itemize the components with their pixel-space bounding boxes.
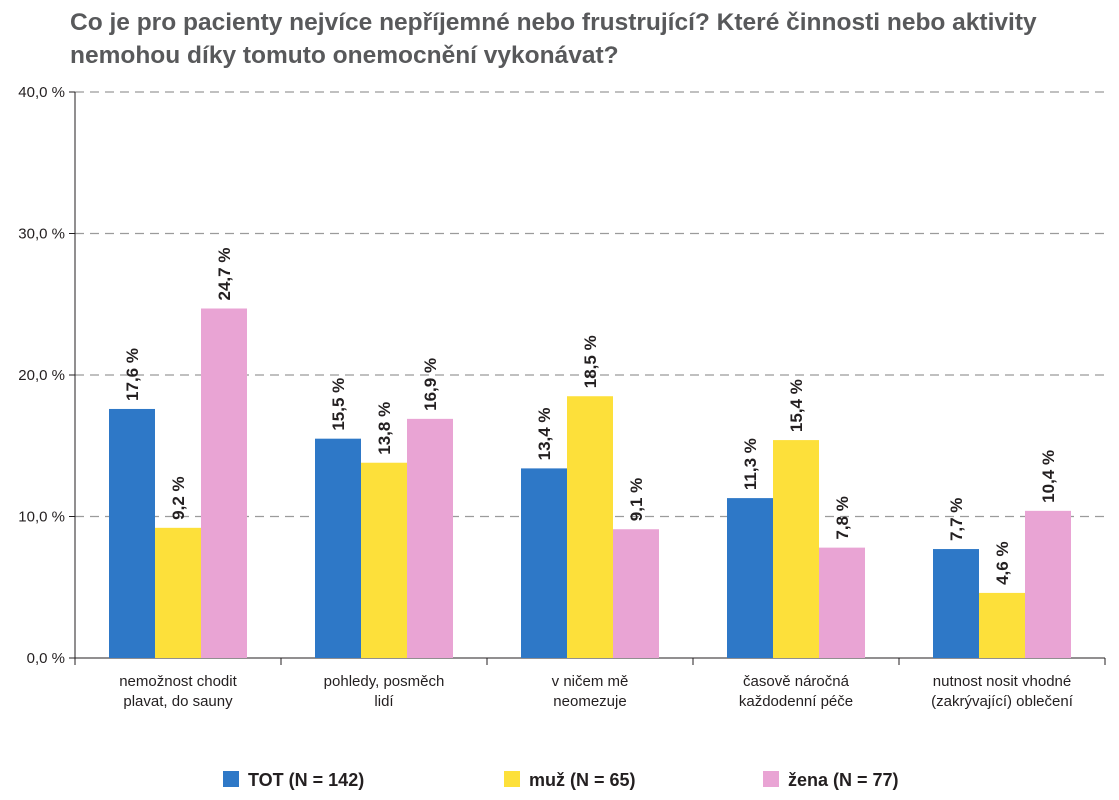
y-tick-label: 10,0 % — [18, 509, 65, 526]
y-tick-label: 40,0 % — [18, 84, 65, 101]
bar — [361, 462, 407, 658]
data-label: 10,4 % — [1039, 450, 1058, 503]
x-category-label: (zakrývající) oblečení — [931, 693, 1074, 710]
bar — [567, 396, 613, 658]
data-label: 16,9 % — [421, 358, 440, 411]
bar — [109, 408, 155, 658]
x-category-label: časově náročná — [743, 673, 850, 690]
legend-swatch — [504, 771, 520, 787]
bar — [933, 549, 979, 658]
y-tick-label: 20,0 % — [18, 367, 65, 384]
data-label: 18,5 % — [581, 335, 600, 388]
data-label: 13,8 % — [375, 402, 394, 455]
bar — [613, 529, 659, 658]
bar — [1025, 510, 1071, 658]
x-category-label: v ničem mě — [552, 673, 629, 690]
bar — [155, 527, 201, 658]
data-label: 15,5 % — [329, 378, 348, 431]
data-label: 11,3 % — [741, 438, 760, 490]
x-category-label: nutnost nosit vhodné — [933, 673, 1071, 690]
legend-label: žena (N = 77) — [788, 770, 899, 790]
legend-label: muž (N = 65) — [529, 770, 636, 790]
legend-label: TOT (N = 142) — [248, 770, 364, 790]
x-category-label: lidí — [374, 693, 394, 710]
bar — [979, 592, 1025, 658]
data-label: 7,7 % — [947, 498, 966, 541]
data-label: 17,6 % — [123, 348, 142, 401]
data-label: 7,8 % — [833, 496, 852, 539]
legend-swatch — [223, 771, 239, 787]
data-label: 15,4 % — [787, 379, 806, 432]
x-category-label: každodenní péče — [739, 693, 853, 710]
bar — [407, 418, 453, 658]
bar — [315, 438, 361, 658]
data-label: 13,4 % — [535, 407, 554, 460]
bar — [521, 468, 567, 658]
x-category-label: plavat, do sauny — [123, 693, 233, 710]
data-label: 9,1 % — [627, 478, 646, 521]
x-category-label: nemožnost chodit — [119, 673, 237, 690]
bar — [727, 498, 773, 658]
x-category-label: neomezuje — [553, 693, 626, 710]
chart-title: Co je pro pacienty nejvíce nepříjemné ne… — [70, 9, 1037, 69]
data-label: 9,2 % — [169, 476, 188, 519]
y-tick-label: 0,0 % — [27, 650, 65, 667]
legend-swatch — [763, 771, 779, 787]
data-label: 24,7 % — [215, 248, 234, 301]
y-tick-label: 30,0 % — [18, 226, 65, 243]
bar — [819, 547, 865, 658]
bar — [773, 440, 819, 658]
data-label: 4,6 % — [993, 541, 1012, 584]
bar — [201, 308, 247, 658]
x-category-label: pohledy, posměch — [324, 673, 445, 690]
